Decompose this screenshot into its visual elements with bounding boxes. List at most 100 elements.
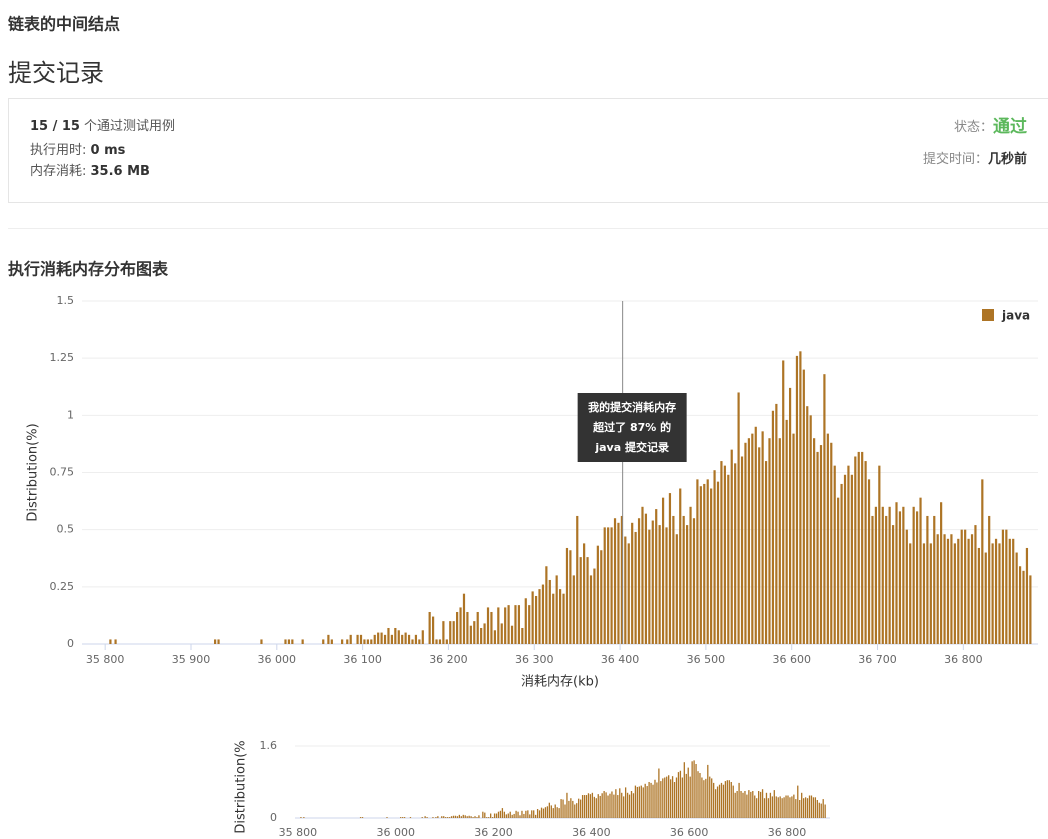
navigator-bar: [603, 791, 605, 818]
navigator-bar: [638, 786, 640, 818]
navigator-bar: [523, 813, 525, 818]
bar: [737, 392, 740, 644]
bar: [548, 579, 551, 644]
problem-title[interactable]: 链表的中间结点: [8, 15, 120, 34]
bar: [902, 506, 905, 644]
navigator-bar: [585, 795, 588, 818]
navigator-bar: [458, 814, 461, 818]
tooltip-text: 超过了 87% 的: [592, 420, 671, 434]
bar: [418, 639, 421, 644]
navigator-bar: [705, 778, 707, 818]
y-tick-label: 0: [270, 811, 277, 824]
navigator-bar: [759, 791, 762, 818]
bar: [953, 543, 956, 644]
bar: [428, 611, 431, 644]
memory: 35.6 MB: [91, 164, 150, 179]
navigator-bar: [441, 816, 443, 818]
bar: [603, 527, 606, 644]
legend-label[interactable]: java: [1001, 309, 1030, 323]
bar: [970, 534, 974, 644]
navigator-bar: [742, 792, 744, 818]
navigator-bar: [707, 764, 709, 818]
navigator-bar: [656, 782, 658, 818]
bar: [462, 593, 466, 644]
bar: [407, 634, 411, 644]
bar: [493, 630, 496, 644]
navigator-bar: [726, 780, 729, 818]
navigator-bar: [409, 817, 412, 818]
navigator-bar: [597, 794, 599, 818]
navigator-bar: [793, 794, 795, 818]
navigator-bar: [432, 817, 434, 818]
bar: [421, 630, 424, 644]
x-tick-label: 36 700: [858, 653, 897, 666]
x-tick-label: 36 800: [944, 653, 983, 666]
bar: [341, 639, 344, 644]
navigator-bar: [824, 804, 826, 818]
bar: [593, 568, 596, 644]
bar: [442, 621, 445, 644]
bar: [514, 605, 517, 644]
navigator-bar: [781, 798, 783, 818]
bar: [1018, 566, 1022, 644]
tooltip-box: [577, 393, 687, 462]
legend-swatch: [982, 309, 994, 321]
bar: [431, 616, 435, 644]
bar: [486, 607, 490, 644]
bar: [600, 550, 603, 644]
bar: [802, 369, 805, 644]
bar: [878, 465, 881, 644]
bar: [383, 634, 387, 644]
navigator-bar: [544, 807, 547, 818]
navigator-bar: [814, 797, 817, 818]
navigator-bar: [482, 811, 484, 818]
bar: [689, 506, 692, 644]
runtime-label: 执行用时:: [30, 143, 91, 158]
bar: [469, 625, 472, 644]
bar: [589, 575, 593, 644]
bar: [521, 627, 524, 644]
bar: [744, 442, 747, 644]
navigator-bar: [744, 791, 746, 818]
bar: [771, 410, 775, 644]
navigator-bar: [728, 780, 730, 818]
navigator-bar: [556, 807, 558, 818]
bar: [661, 497, 665, 644]
status: 通过: [993, 117, 1027, 137]
bar: [706, 479, 709, 644]
bar: [926, 515, 929, 644]
bar: [764, 461, 768, 644]
bar: [500, 623, 503, 644]
bar: [668, 493, 672, 644]
x-tick-label: 36 600: [670, 826, 709, 839]
navigator-bar: [536, 809, 539, 818]
navigator-bar: [361, 817, 364, 818]
navigator-bar: [445, 817, 447, 818]
x-tick-label: 36 400: [601, 653, 640, 666]
bar: [411, 639, 414, 644]
y-tick-label: 1: [67, 408, 74, 421]
navigator-bar: [579, 799, 582, 818]
navigator-bar: [750, 791, 752, 818]
bar: [933, 515, 936, 644]
navigator-bar: [703, 780, 705, 818]
memory-label: 内存消耗:: [30, 163, 91, 179]
navigator-bar: [658, 768, 660, 818]
bar: [998, 543, 1001, 644]
bar: [545, 566, 548, 644]
navigator-bar: [714, 789, 717, 818]
bar: [586, 557, 589, 644]
navigator-bar: [513, 813, 515, 818]
bar: [761, 431, 764, 644]
navigator-bar: [587, 793, 590, 818]
bar: [287, 639, 291, 644]
bar: [919, 497, 922, 644]
bar: [456, 611, 459, 644]
navigator-bar: [648, 782, 650, 818]
navigator-bar: [437, 816, 439, 818]
navigator-bar: [699, 773, 701, 818]
navigator-bar: [507, 813, 509, 818]
navigator-bar: [609, 793, 611, 818]
bar: [404, 632, 407, 644]
